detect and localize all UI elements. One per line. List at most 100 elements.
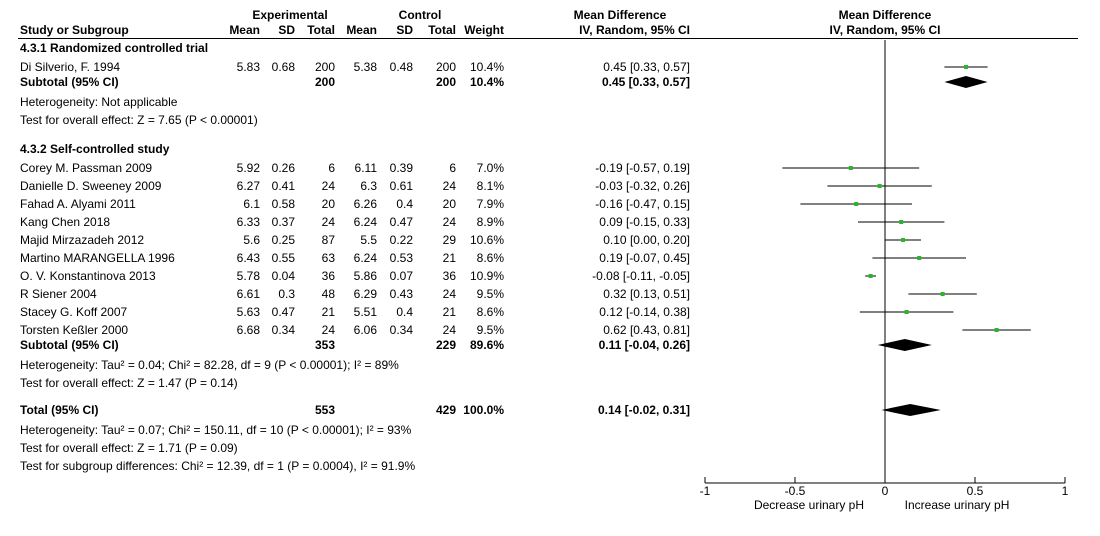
ctl-mean: 5.86 xyxy=(353,269,377,283)
study-weight: 10.6% xyxy=(469,233,504,247)
exp-total: 24 xyxy=(321,179,335,193)
subtotal-label: Subtotal (95% CI) xyxy=(20,338,119,352)
header-exp-total: Total xyxy=(307,23,335,37)
study-weight: 8.6% xyxy=(476,251,504,265)
ctl-mean: 6.26 xyxy=(353,197,377,211)
study-ci: 0.12 [-0.14, 0.38] xyxy=(599,305,690,319)
point-estimate-6 xyxy=(917,256,922,260)
ctl-total: 24 xyxy=(442,287,456,301)
exp-mean: 5.63 xyxy=(236,305,260,319)
axis-right-label: Increase urinary pH xyxy=(904,498,1010,512)
exp-mean: 6.61 xyxy=(236,287,260,301)
point-estimate-4 xyxy=(899,220,904,224)
ctl-sd: 0.48 xyxy=(389,60,413,74)
heterogeneity-text: Heterogeneity: Not applicable xyxy=(20,95,178,109)
ctl-total: 29 xyxy=(442,233,456,247)
total-exp-total: 553 xyxy=(314,403,335,417)
ctl-sd: 0.4 xyxy=(396,197,413,211)
exp-sd: 0.34 xyxy=(271,323,295,337)
ctl-mean: 6.06 xyxy=(353,323,377,337)
exp-total: 24 xyxy=(321,215,335,229)
header-mean-difference: Mean Difference xyxy=(573,8,667,22)
study-name: Di Silverio, F. 1994 xyxy=(20,60,121,74)
ctl-sd: 0.39 xyxy=(389,161,413,175)
study-ci: 0.19 [-0.07, 0.45] xyxy=(599,251,690,265)
ctl-mean: 6.24 xyxy=(353,251,377,265)
study-ci: 0.32 [0.13, 0.51] xyxy=(603,287,690,301)
ctl-total: 24 xyxy=(442,215,456,229)
subtotal-ctl-total: 200 xyxy=(435,75,456,89)
exp-mean: 5.83 xyxy=(236,60,260,74)
study-weight: 7.0% xyxy=(476,161,504,175)
study-ci: -0.16 [-0.47, 0.15] xyxy=(595,197,690,211)
exp-mean: 6.33 xyxy=(236,215,260,229)
overall-effect-text: Test for overall effect: Z = 7.65 (P < 0… xyxy=(20,113,258,127)
total-diamond xyxy=(881,404,941,416)
header-exp-mean: Mean xyxy=(229,23,260,37)
study-weight: 8.6% xyxy=(476,305,504,319)
point-estimate-2 xyxy=(877,184,882,188)
ctl-total: 21 xyxy=(442,251,456,265)
total-overall-effect-text: Test for overall effect: Z = 1.71 (P = 0… xyxy=(20,441,238,455)
ctl-total: 6 xyxy=(449,161,456,175)
study-name: Majid Mirzazadeh 2012 xyxy=(20,233,145,247)
subtotal-diamond-1 xyxy=(877,339,932,351)
heterogeneity-text: Heterogeneity: Tau² = 0.04; Chi² = 82.28… xyxy=(20,358,399,372)
ctl-total: 21 xyxy=(442,305,456,319)
ctl-mean: 6.3 xyxy=(360,179,377,193)
ctl-sd: 0.34 xyxy=(389,323,413,337)
total-heterogeneity-text: Heterogeneity: Tau² = 0.07; Chi² = 150.1… xyxy=(20,423,412,437)
ctl-mean: 5.5 xyxy=(360,233,377,247)
subtotal-exp-total: 200 xyxy=(314,75,335,89)
exp-total: 87 xyxy=(321,233,335,247)
exp-total: 24 xyxy=(321,323,335,337)
axis-left-label: Decrease urinary pH xyxy=(753,498,865,512)
ctl-total: 24 xyxy=(442,323,456,337)
study-name: Kang Chen 2018 xyxy=(20,215,111,229)
header-experimental: Experimental xyxy=(252,8,328,22)
exp-total: 200 xyxy=(314,60,335,74)
ctl-sd: 0.43 xyxy=(389,287,413,301)
exp-mean: 6.68 xyxy=(236,323,260,337)
header-rule xyxy=(18,38,1078,39)
exp-sd: 0.25 xyxy=(271,233,295,247)
header-study: Study or Subgroup xyxy=(20,23,129,37)
header-plot-method: IV, Random, 95% CI xyxy=(829,23,941,37)
header-ctl-mean: Mean xyxy=(346,23,377,37)
total-label: Total (95% CI) xyxy=(20,403,99,417)
exp-sd: 0.55 xyxy=(271,251,295,265)
study-name: Torsten Keßler 2000 xyxy=(20,323,129,337)
exp-total: 48 xyxy=(321,287,335,301)
point-estimate-1 xyxy=(848,166,853,170)
exp-mean: 5.78 xyxy=(236,269,260,283)
ctl-total: 200 xyxy=(435,60,456,74)
study-name: Stacey G. Koff 2007 xyxy=(20,305,128,319)
study-weight: 8.9% xyxy=(476,215,504,229)
exp-sd: 0.58 xyxy=(271,197,295,211)
study-weight: 9.5% xyxy=(476,287,504,301)
study-name: Fahad A. Alyami 2011 xyxy=(20,197,136,211)
exp-mean: 5.92 xyxy=(236,161,260,175)
exp-mean: 6.1 xyxy=(243,197,260,211)
point-estimate-5 xyxy=(901,238,905,242)
subtotal-exp-total: 353 xyxy=(314,338,335,352)
study-weight: 10.9% xyxy=(469,269,504,283)
x-tick-label: -0.5 xyxy=(784,484,806,498)
study-name: O. V. Konstantinova 2013 xyxy=(20,269,156,283)
study-ci: 0.62 [0.43, 0.81] xyxy=(603,323,690,337)
ctl-mean: 6.29 xyxy=(353,287,377,301)
exp-sd: 0.04 xyxy=(271,269,295,283)
study-ci: -0.03 [-0.32, 0.26] xyxy=(595,179,690,193)
point-estimate-3 xyxy=(854,202,859,206)
ctl-mean: 5.51 xyxy=(353,305,377,319)
overall-effect-text: Test for overall effect: Z = 1.47 (P = 0… xyxy=(20,376,238,390)
ctl-sd: 0.07 xyxy=(389,269,413,283)
study-name: Martino MARANGELLA 1996 xyxy=(20,251,175,265)
ctl-total: 24 xyxy=(442,179,456,193)
exp-total: 21 xyxy=(321,305,335,319)
x-tick-label: -1 xyxy=(699,484,711,498)
study-ci: 0.10 [0.00, 0.20] xyxy=(603,233,690,247)
study-weight: 7.9% xyxy=(476,197,504,211)
exp-total: 63 xyxy=(321,251,335,265)
